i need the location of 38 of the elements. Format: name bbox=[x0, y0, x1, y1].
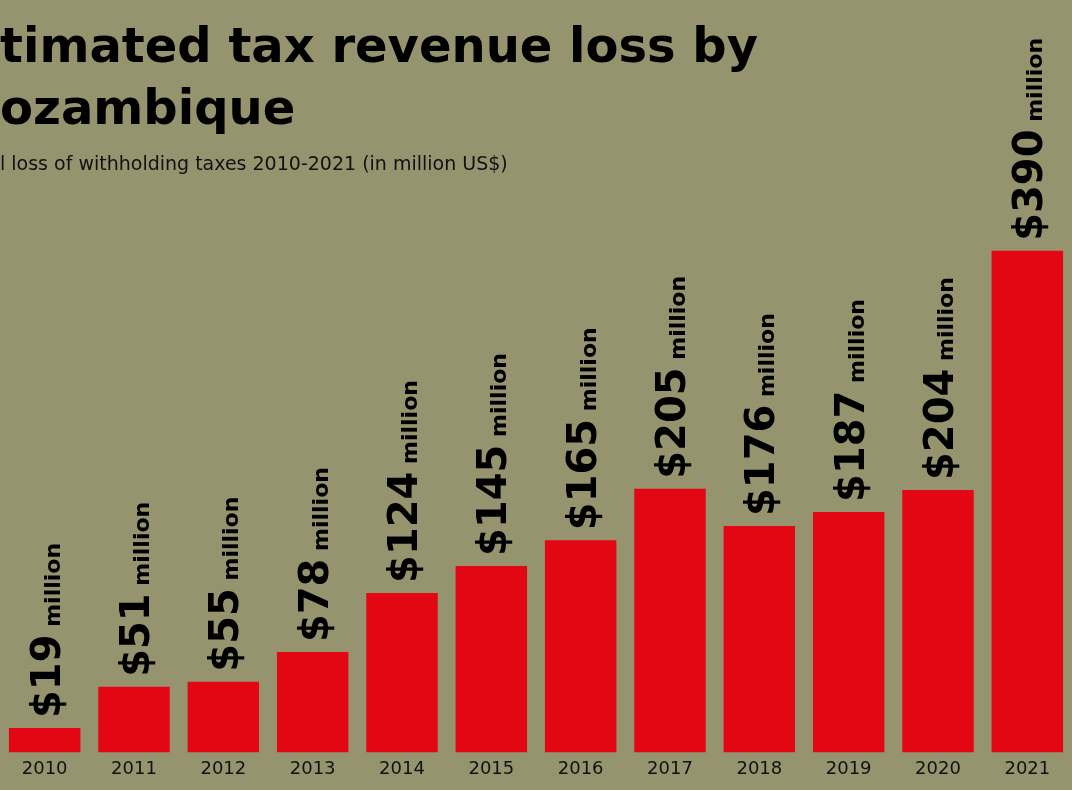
data-label: $55 million bbox=[201, 496, 248, 672]
data-label: $19 million bbox=[22, 542, 69, 718]
bar bbox=[276, 652, 349, 753]
x-tick-label: 2015 bbox=[468, 756, 515, 778]
x-tick-label: 2011 bbox=[111, 756, 157, 778]
data-label: $204 million bbox=[916, 277, 962, 481]
chart-title: timated tax revenue loss by ozambique bbox=[0, 16, 759, 137]
data-label: $165 million bbox=[558, 327, 605, 531]
x-tick-label: 2014 bbox=[379, 756, 425, 778]
bar bbox=[98, 686, 170, 753]
x-tick-label: 2018 bbox=[736, 756, 783, 778]
x-tick-label: 2010 bbox=[21, 756, 68, 778]
bar bbox=[634, 488, 706, 753]
bar bbox=[366, 592, 438, 753]
bar bbox=[991, 250, 1064, 753]
x-tick-label: 2020 bbox=[915, 756, 961, 778]
bar bbox=[723, 526, 796, 753]
x-tick-label: 2012 bbox=[200, 756, 247, 778]
data-label: $51 million bbox=[112, 501, 158, 677]
x-tick-label: 2021 bbox=[1004, 756, 1051, 778]
bar bbox=[455, 565, 528, 753]
x-tick-label: 2013 bbox=[289, 756, 336, 778]
data-label: $390 million bbox=[1005, 37, 1052, 241]
bar bbox=[902, 490, 974, 753]
data-label: $78 million bbox=[290, 467, 337, 643]
data-label: $176 million bbox=[737, 313, 784, 517]
bar bbox=[187, 681, 260, 753]
x-tick-label: 2016 bbox=[557, 756, 604, 778]
data-label: $187 million bbox=[826, 299, 873, 502]
data-label: $145 million bbox=[469, 353, 516, 556]
bar bbox=[544, 540, 617, 753]
chart-subtitle: l loss of withholding taxes 2010-2021 (in million US$) bbox=[0, 152, 508, 174]
bar bbox=[8, 727, 81, 753]
data-label: $205 million bbox=[648, 275, 694, 479]
x-tick-label: 2017 bbox=[647, 756, 693, 778]
bar bbox=[812, 511, 885, 753]
data-label: $124 million bbox=[380, 380, 426, 583]
x-tick-label: 2019 bbox=[825, 756, 872, 778]
